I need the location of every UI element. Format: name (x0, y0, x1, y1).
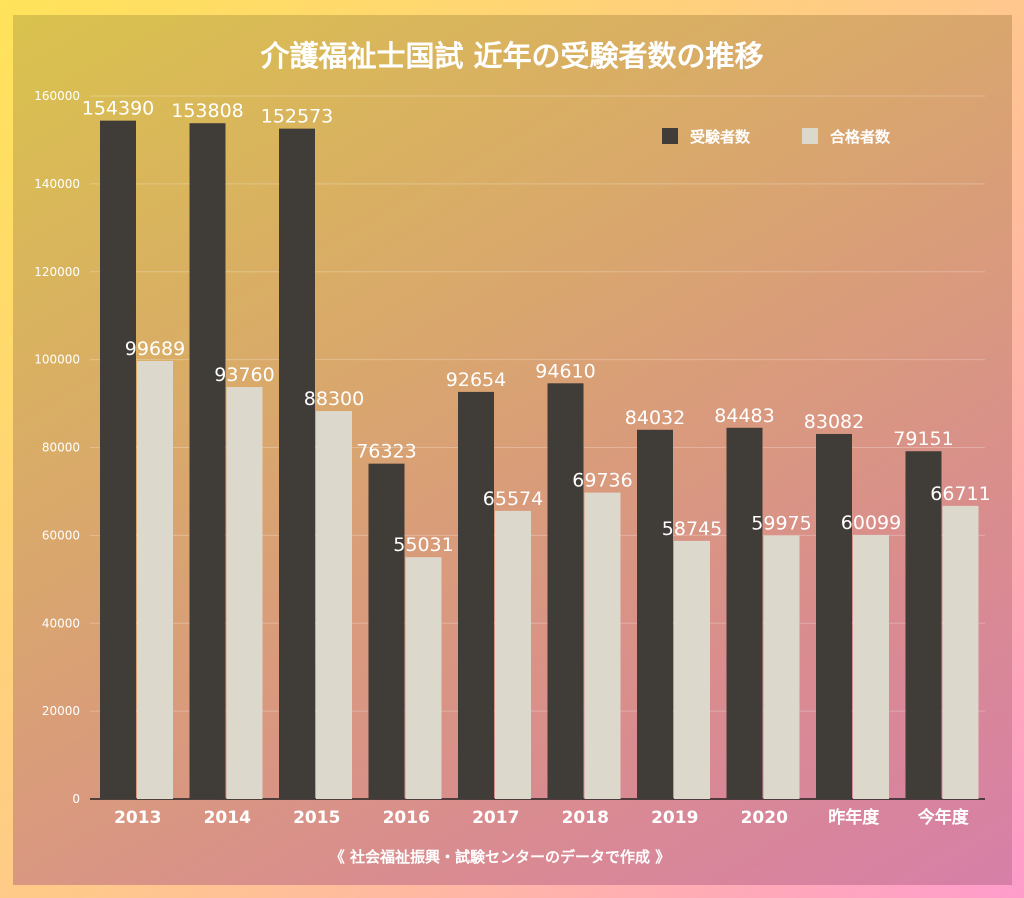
legend-label: 合格者数 (829, 128, 891, 146)
data-label: 65574 (483, 488, 543, 510)
y-tick-label: 120000 (34, 265, 80, 279)
bar-passed (942, 505, 979, 799)
data-label: 69736 (572, 470, 632, 492)
data-label: 88300 (304, 388, 364, 410)
data-label: 99689 (125, 338, 185, 360)
bar-passed (584, 492, 621, 799)
data-label: 76323 (356, 441, 416, 463)
bar-examinees (189, 123, 226, 799)
chart-title: 介護福祉士国試 近年の受験者数の推移 (259, 39, 763, 73)
y-tick-label: 0 (72, 792, 80, 806)
x-tick-label: 2015 (293, 808, 340, 828)
data-label: 83082 (804, 411, 864, 433)
bar-examinees (368, 463, 405, 799)
data-label: 58745 (662, 518, 722, 540)
bar-examinees (547, 383, 584, 799)
data-label: 84483 (714, 405, 774, 427)
bar-passed (763, 535, 800, 799)
y-tick-label: 100000 (34, 353, 80, 367)
y-tick-label: 40000 (42, 616, 80, 630)
bar-examinees (100, 120, 136, 800)
bar-examinees (637, 429, 673, 799)
y-tick-label: 80000 (42, 441, 80, 455)
bar-examinees (816, 433, 852, 799)
bar-examinees (726, 427, 763, 799)
source-note: 《 社会福祉振興・試験センターのデータで作成 》 (330, 848, 670, 866)
x-tick-label: 今年度 (918, 807, 970, 828)
y-tick-label: 140000 (34, 177, 80, 191)
data-label: 94610 (535, 360, 595, 382)
x-tick-label: 2013 (114, 808, 161, 828)
data-label: 59975 (751, 512, 811, 534)
data-label: 66711 (930, 483, 990, 505)
y-tick-label: 160000 (34, 89, 80, 103)
data-label: 154390 (82, 98, 155, 120)
x-tick-label: 2020 (741, 808, 788, 828)
data-label: 84032 (625, 407, 685, 429)
data-label: 153808 (171, 100, 244, 122)
x-tick-label: 2018 (562, 808, 609, 828)
data-label: 92654 (446, 369, 506, 391)
bar-passed (316, 411, 352, 799)
x-tick-label: 2017 (472, 808, 519, 828)
data-label: 79151 (893, 428, 953, 450)
x-tick-label: 2019 (651, 808, 698, 828)
legend-swatch (662, 128, 678, 144)
legend-swatch (802, 128, 818, 144)
bar-examinees (458, 391, 494, 799)
data-label: 60099 (841, 512, 901, 534)
bar-examinees (279, 128, 315, 799)
bar-passed (226, 387, 263, 799)
data-label: 152573 (261, 106, 334, 128)
bar-passed (137, 360, 173, 799)
y-tick-label: 20000 (42, 704, 80, 718)
data-label: 55031 (393, 534, 453, 556)
x-tick-label: 2016 (383, 808, 430, 828)
bar-passed (853, 534, 889, 799)
bar-passed (495, 510, 531, 799)
bar-passed (405, 557, 442, 799)
bar-examinees (905, 451, 942, 799)
x-tick-label: 2014 (204, 808, 251, 828)
x-tick-label: 昨年度 (828, 807, 880, 828)
data-label: 93760 (214, 364, 274, 386)
y-tick-label: 60000 (42, 528, 80, 542)
bar-passed (674, 540, 710, 799)
legend-label: 受験者数 (690, 128, 751, 146)
